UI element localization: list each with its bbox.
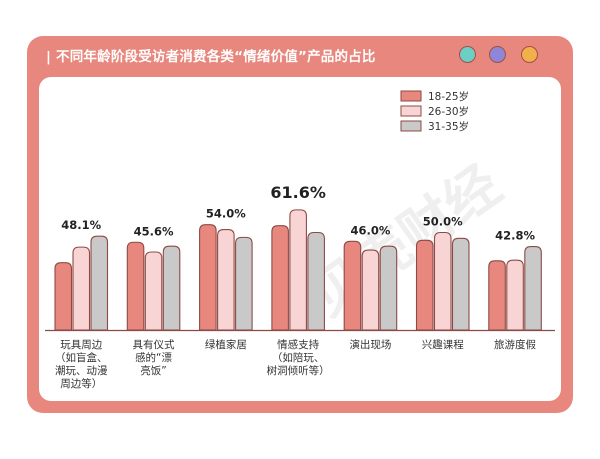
category-label-line-3-2: 树洞倾听等） <box>267 364 330 377</box>
value-label-1: 45.6% <box>134 224 174 238</box>
value-label-2: 54.0% <box>206 207 246 221</box>
bar-0-2 <box>90 235 109 331</box>
bar-6-2 <box>524 245 542 331</box>
title-bar: | 不同年龄阶段受访者消费各类“情绪价值”产品的占比 <box>27 36 573 74</box>
bar-1-1 <box>144 251 163 331</box>
value-label-6: 42.8% <box>495 229 535 243</box>
legend-label-1: 26-30岁 <box>428 105 469 118</box>
category-label-line-1-1: 感的“漂 <box>135 351 172 364</box>
plot-area: 贝壳财经 48.1% 45.6% 54.0% 61.6% 46.0% 50.0% 42.8% 玩… <box>39 77 561 401</box>
legend-swatch-2 <box>400 120 422 132</box>
legend-label-2: 31-35岁 <box>428 120 469 133</box>
bar-3-1 <box>289 209 307 331</box>
legend-label-0: 18-25岁 <box>428 90 469 103</box>
bar-1-0 <box>126 241 145 331</box>
category-label-line-2-0: 绿植家居 <box>205 338 247 351</box>
bar-chart: 贝壳财经 48.1% 45.6% 54.0% 61.6% 46.0% 50.0% 42.8% 玩… <box>45 90 555 390</box>
bar-4-1 <box>361 249 380 331</box>
category-label-line-0-1: （如盲盒、 <box>55 351 108 364</box>
category-label-line-0-0: 玩具周边 <box>60 339 102 351</box>
category-label-line-5-0: 兴趣课程 <box>422 338 464 351</box>
category-label-0: 玩具周边（如盲盒、潮玩、动漫周边等） <box>55 339 108 390</box>
category-label-line-0-2: 潮玩、动漫 <box>55 364 108 377</box>
bar-0-0 <box>54 262 73 331</box>
legend-swatch-1 <box>400 105 422 117</box>
bar-2-0 <box>199 224 217 331</box>
purple-dot <box>489 46 506 63</box>
bar-4-0 <box>343 240 362 331</box>
category-label-line-1-0: 具有仪式 <box>133 338 175 351</box>
value-label-5: 50.0% <box>423 215 463 229</box>
category-label-5: 兴趣课程 <box>422 338 464 351</box>
bar-6-0 <box>488 260 506 331</box>
bar-0-1 <box>72 246 91 331</box>
category-label-3: 情感支持（如陪玩、树洞倾听等） <box>267 338 330 377</box>
category-label-line-6-0: 旅游度假 <box>494 338 536 351</box>
category-label-1: 具有仪式感的“漂亮饭” <box>133 338 175 377</box>
value-label-0: 48.1% <box>61 218 101 232</box>
category-label-line-4-0: 演出现场 <box>349 338 391 351</box>
category-label-2: 绿植家居 <box>205 338 247 351</box>
category-label-line-1-2: 亮饭” <box>140 364 166 377</box>
bar-2-2 <box>235 236 253 331</box>
bar-5-0 <box>415 239 434 331</box>
bar-4-2 <box>379 245 398 331</box>
legend-swatch-0 <box>400 90 422 102</box>
bar-1-2 <box>162 245 181 331</box>
teal-dot <box>459 46 476 63</box>
category-label-line-0-3: 周边等） <box>60 377 102 390</box>
watermark-text: 贝壳财经 <box>298 152 512 328</box>
category-label-6: 旅游度假 <box>494 338 536 351</box>
orange-dot <box>521 46 538 63</box>
category-label-line-3-1: （如陪玩、 <box>272 351 325 364</box>
category-label-line-3-0: 情感支持 <box>277 338 319 351</box>
bar-5-1 <box>433 231 452 331</box>
chart-card: | 不同年龄阶段受访者消费各类“情绪价值”产品的占比 贝壳财经 48.1% 45.6… <box>27 36 573 413</box>
chart-title: | 不同年龄阶段受访者消费各类“情绪价值”产品的占比 <box>46 49 376 65</box>
bar-5-2 <box>451 237 470 331</box>
bar-6-1 <box>506 259 524 331</box>
bar-3-2 <box>307 231 325 331</box>
bar-3-0 <box>271 225 289 331</box>
value-label-4: 46.0% <box>350 223 390 237</box>
category-label-4: 演出现场 <box>349 338 391 351</box>
value-label-3: 61.6% <box>270 183 326 202</box>
bar-2-1 <box>217 229 235 331</box>
